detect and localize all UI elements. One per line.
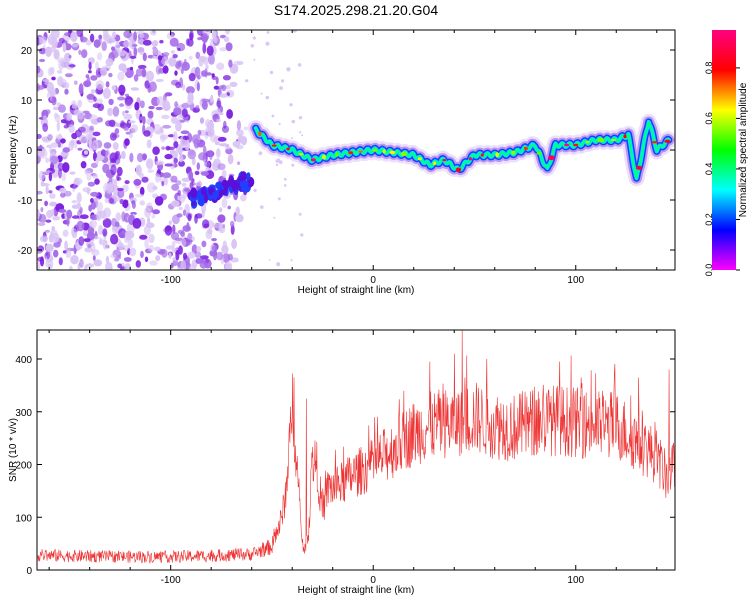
y-tick-label: 100: [15, 513, 32, 524]
ridge-hotspot: [511, 150, 516, 155]
ridge-hotspot: [372, 148, 378, 152]
ridge-hotspot: [348, 151, 354, 155]
snr-frame: [36, 329, 676, 571]
colorbar-gradient: [712, 30, 736, 270]
x-tick-label: -100: [161, 275, 181, 286]
colorbar-tick-label: 0.4: [704, 163, 714, 176]
ridge-hotspot: [358, 150, 363, 153]
y-tick-label: -10: [18, 196, 33, 207]
spectrogram-xlabel: Height of straight line (km): [298, 285, 415, 296]
ridge-hotspot: [585, 140, 590, 144]
snr-ylabel: SNR (10 * v/v): [8, 418, 19, 482]
ridge-hotspot: [455, 167, 462, 173]
ridge-hotspot: [321, 154, 327, 160]
ridge-hotspot: [258, 131, 262, 137]
colorbar: 0.0 0.2 0.4 0.6 0.8 Normalized spectral ampl…: [704, 30, 749, 276]
ridge-hotspot: [310, 158, 316, 162]
ridge-hotspot: [442, 159, 447, 162]
snr-series-line: [37, 330, 675, 564]
snr-chart: -100 0 100 0 100 200 300 400 Height of straight…: [8, 329, 676, 596]
colorbar-tick-label: 0.2: [704, 213, 714, 226]
ridge-hotspot: [573, 143, 579, 147]
ridge-hotspot: [597, 137, 604, 143]
y-tick-label: 10: [21, 96, 33, 107]
ridge-hotspot: [495, 152, 500, 158]
ridge-hotspot: [536, 151, 542, 155]
colorbar-ticks: 0.0 0.2 0.4 0.6 0.8: [704, 62, 740, 277]
ridge-hotspot: [564, 143, 570, 147]
ridge-hotspot: [417, 157, 422, 161]
snr-axes: -100 0 100 0 100 200 300 400: [15, 330, 675, 586]
figure-title: S174.2025.298.21.20.G04: [274, 2, 438, 18]
ridge-hotspot: [523, 146, 528, 151]
y-tick-label: 400: [15, 355, 32, 366]
x-tick-label: -100: [161, 575, 181, 586]
ridge-hotspot: [286, 147, 290, 151]
ridge-hotspot: [480, 153, 484, 157]
ridge-hotspot: [548, 155, 555, 161]
colorbar-label: Normalized spectral amplitude: [738, 82, 749, 217]
x-tick-label: 0: [370, 575, 376, 586]
y-tick-label: 200: [15, 461, 32, 472]
ridge-hotspot: [271, 144, 277, 147]
ridge-hotspot: [468, 157, 472, 161]
x-tick-label: 0: [370, 275, 376, 286]
ridge-hotspot: [298, 153, 304, 156]
colorbar-tick-label: 0.0: [704, 264, 714, 277]
spectrogram-ylabel: Frequency (Hz): [8, 116, 19, 185]
ridge-hotspot: [651, 141, 658, 144]
y-tick-label: 0: [26, 146, 32, 157]
ridge-hotspot: [400, 151, 408, 156]
y-tick-label: 20: [21, 46, 33, 57]
y-tick-label: -20: [18, 246, 33, 257]
spectrogram-plot-area: [37, 30, 675, 270]
colorbar-tick-label: 0.8: [704, 62, 714, 75]
ridge-trace: [247, 113, 675, 187]
colorbar-tick-label: 0.6: [704, 112, 714, 125]
ridge-hotspot: [610, 139, 617, 141]
ridge-hotspot: [335, 152, 339, 157]
ridge-hotspot: [382, 149, 386, 154]
snr-plot-area: [37, 330, 675, 570]
ridge-hotspot: [433, 161, 437, 166]
ridge-hotspot: [389, 150, 396, 155]
x-tick-label: 100: [567, 575, 584, 586]
ridge-hotspot: [664, 139, 671, 143]
ridge-hotspot: [623, 134, 627, 139]
y-tick-label: 0: [26, 566, 32, 577]
snr-xlabel: Height of straight line (km): [298, 585, 415, 596]
noise-blobs: [37, 30, 304, 270]
x-tick-label: 100: [567, 275, 584, 286]
ridge-hotspot: [636, 165, 642, 170]
y-tick-label: 300: [15, 408, 32, 419]
